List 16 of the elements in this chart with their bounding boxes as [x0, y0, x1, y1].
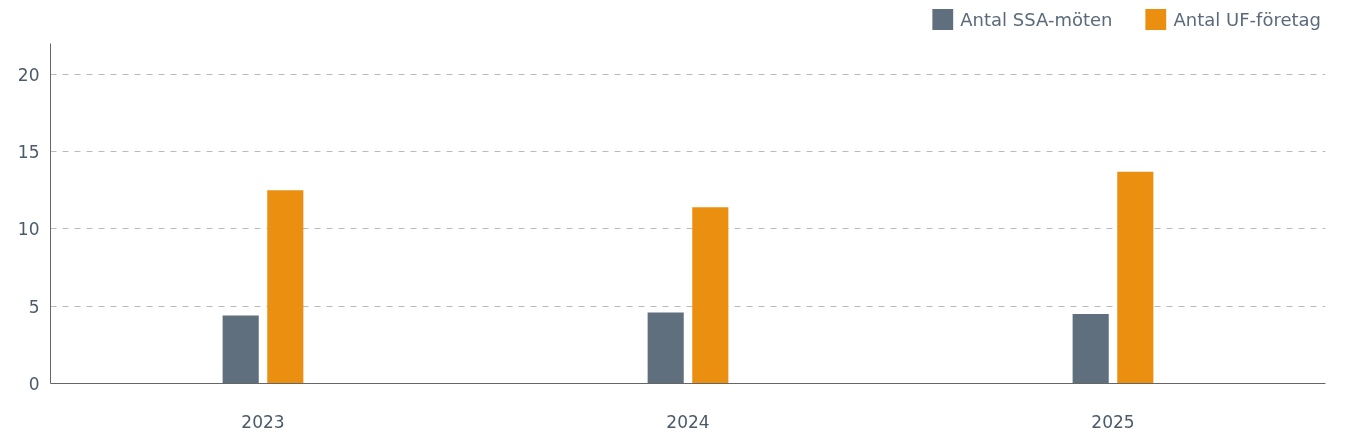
y-tick-label: 10: [17, 219, 40, 240]
y-tick-label: 0: [28, 374, 40, 394]
bar: [647, 312, 684, 384]
legend-label: Antal UF-företag: [1173, 8, 1321, 30]
x-tick-label: 2025: [1091, 411, 1135, 432]
bar: [692, 207, 729, 384]
y-tick-label: 15: [17, 142, 40, 163]
bar: [1072, 313, 1109, 384]
x-tick-label: 2023: [241, 411, 285, 432]
bar: [1117, 171, 1154, 384]
y-tick-label: 5: [28, 296, 40, 317]
bar: [267, 190, 304, 384]
legend-label: Antal SSA-möten: [960, 8, 1113, 30]
y-tick-label: 20: [17, 64, 40, 85]
x-tick-label: 2024: [666, 411, 710, 432]
bar: [222, 315, 259, 384]
